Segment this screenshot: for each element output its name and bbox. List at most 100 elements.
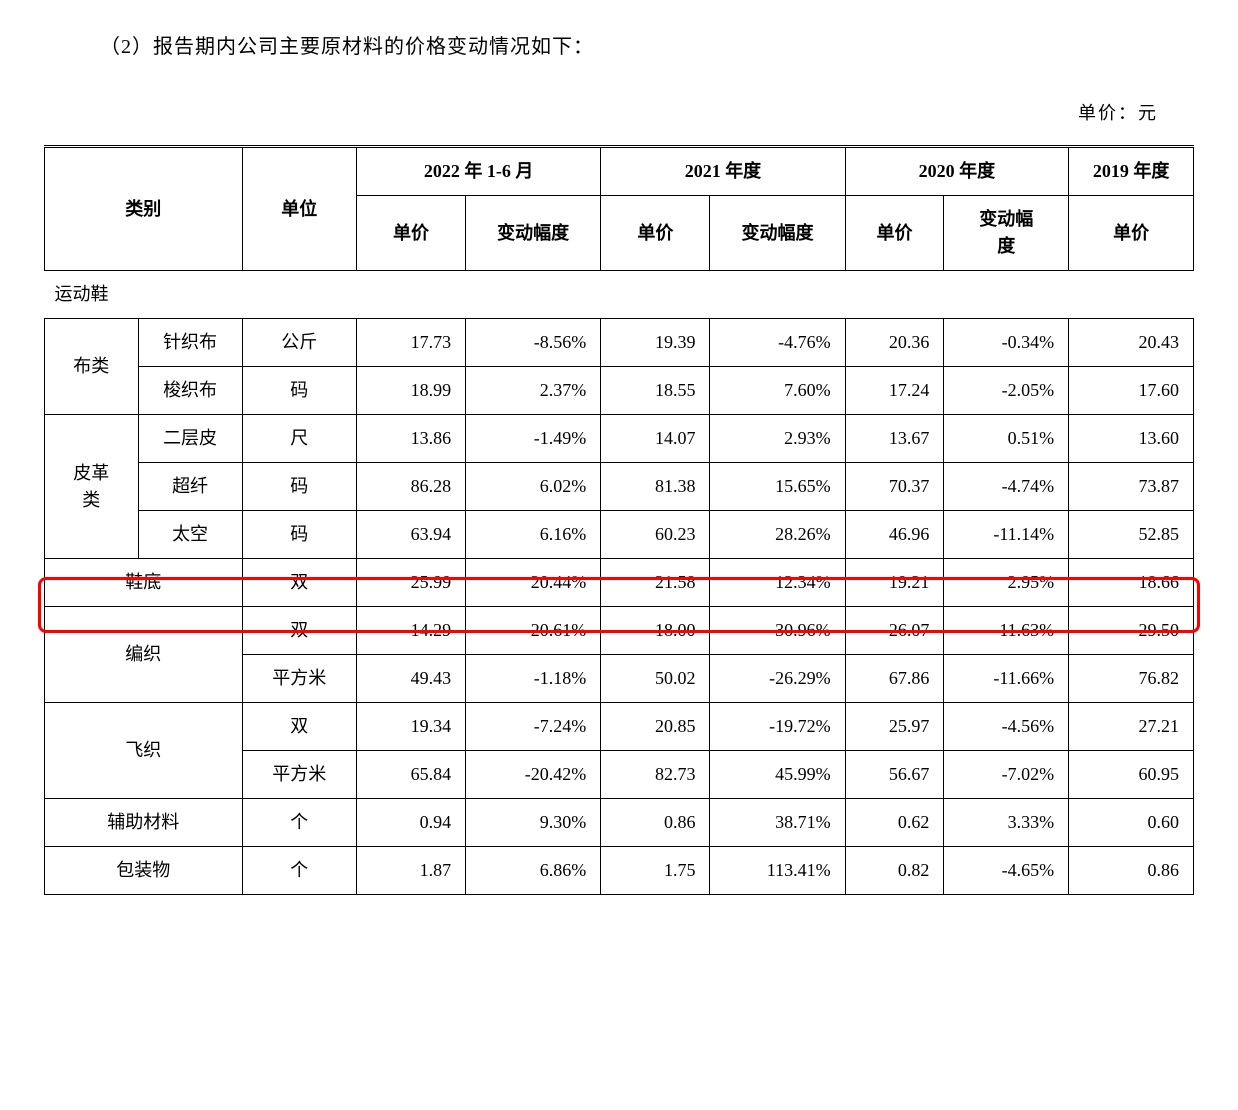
change-2020: -11.14% (944, 511, 1069, 559)
price-2022h1: 19.34 (356, 703, 465, 751)
group-name: 布类 (45, 319, 139, 415)
change-2021: 113.41% (710, 847, 845, 895)
price-2019: 27.21 (1069, 703, 1194, 751)
table-wrapper: 类别 单位 2022 年 1-6 月 2021 年度 2020 年度 2019 … (44, 145, 1194, 895)
price-2021: 20.85 (601, 703, 710, 751)
price-2022h1: 1.87 (356, 847, 465, 895)
table-body: 运动鞋布类针织布公斤17.73-8.56%19.39-4.76%20.36-0.… (45, 271, 1194, 895)
price-2019: 52.85 (1069, 511, 1194, 559)
unit-cell: 平方米 (242, 655, 356, 703)
change-2021: 12.34% (710, 559, 845, 607)
change-2022h1: -20.42% (466, 751, 601, 799)
change-2020: -2.05% (944, 367, 1069, 415)
group-name: 编织 (45, 607, 243, 703)
th-v2: 变动幅度 (710, 196, 845, 271)
price-2022h1: 65.84 (356, 751, 465, 799)
th-period-0: 2022 年 1-6 月 (356, 147, 600, 196)
unit-cell: 双 (242, 703, 356, 751)
unit-label: 单价：元 (40, 99, 1158, 125)
sub-name: 针织布 (138, 319, 242, 367)
price-2022h1: 13.86 (356, 415, 465, 463)
th-period-1: 2021 年度 (601, 147, 845, 196)
table-row: 辅助材料个0.949.30%0.8638.71%0.623.33%0.60 (45, 799, 1194, 847)
price-2022h1: 18.99 (356, 367, 465, 415)
price-2020: 0.62 (845, 799, 944, 847)
price-2020: 67.86 (845, 655, 944, 703)
change-2022h1: -1.49% (466, 415, 601, 463)
th-unit: 单位 (242, 147, 356, 271)
change-2021: -19.72% (710, 703, 845, 751)
unit-cell: 码 (242, 511, 356, 559)
section-label: 运动鞋 (45, 271, 1194, 319)
change-2020: -11.63% (944, 607, 1069, 655)
change-2021: -30.96% (710, 607, 845, 655)
change-2022h1: 6.86% (466, 847, 601, 895)
change-2022h1: 6.02% (466, 463, 601, 511)
th-category: 类别 (45, 147, 243, 271)
price-2019: 60.95 (1069, 751, 1194, 799)
change-2022h1: -20.61% (466, 607, 601, 655)
group-name: 包装物 (45, 847, 243, 895)
table-row: 布类针织布公斤17.73-8.56%19.39-4.76%20.36-0.34%… (45, 319, 1194, 367)
table-row: 皮革类二层皮尺13.86-1.49%14.072.93%13.670.51%13… (45, 415, 1194, 463)
price-2021: 82.73 (601, 751, 710, 799)
unit-cell: 双 (242, 607, 356, 655)
price-2019: 18.66 (1069, 559, 1194, 607)
price-2020: 20.36 (845, 319, 944, 367)
table-row: 编织双14.29-20.61%18.00-30.96%26.07-11.63%2… (45, 607, 1194, 655)
change-2022h1: -8.56% (466, 319, 601, 367)
price-2019: 73.87 (1069, 463, 1194, 511)
change-2020: 3.33% (944, 799, 1069, 847)
change-2020: -11.66% (944, 655, 1069, 703)
price-2021: 0.86 (601, 799, 710, 847)
change-2021: 2.93% (710, 415, 845, 463)
change-2020: 0.51% (944, 415, 1069, 463)
price-2020: 26.07 (845, 607, 944, 655)
change-2020: -4.74% (944, 463, 1069, 511)
change-2021: 15.65% (710, 463, 845, 511)
price-2022h1: 17.73 (356, 319, 465, 367)
th-v1: 变动幅度 (466, 196, 601, 271)
change-2020: -7.02% (944, 751, 1069, 799)
change-2021: 45.99% (710, 751, 845, 799)
price-2019: 13.60 (1069, 415, 1194, 463)
price-2020: 17.24 (845, 367, 944, 415)
price-2021: 50.02 (601, 655, 710, 703)
th-p4: 单价 (1069, 196, 1194, 271)
change-2022h1: 20.44% (466, 559, 601, 607)
change-2021: -4.76% (710, 319, 845, 367)
change-2020: -4.56% (944, 703, 1069, 751)
price-2022h1: 49.43 (356, 655, 465, 703)
unit-cell: 个 (242, 799, 356, 847)
price-2020: 0.82 (845, 847, 944, 895)
price-2020: 70.37 (845, 463, 944, 511)
table-row: 飞织双19.34-7.24%20.85-19.72%25.97-4.56%27.… (45, 703, 1194, 751)
price-2022h1: 63.94 (356, 511, 465, 559)
price-2019: 0.86 (1069, 847, 1194, 895)
price-2020: 25.97 (845, 703, 944, 751)
change-2022h1: 2.37% (466, 367, 601, 415)
price-2021: 14.07 (601, 415, 710, 463)
table-head: 类别 单位 2022 年 1-6 月 2021 年度 2020 年度 2019 … (45, 147, 1194, 271)
change-2020: -4.65% (944, 847, 1069, 895)
price-2021: 18.55 (601, 367, 710, 415)
change-2021: 7.60% (710, 367, 845, 415)
change-2021: 28.26% (710, 511, 845, 559)
unit-cell: 平方米 (242, 751, 356, 799)
table-row: 太空码63.946.16%60.2328.26%46.96-11.14%52.8… (45, 511, 1194, 559)
change-2021: -26.29% (710, 655, 845, 703)
group-name: 皮革类 (45, 415, 139, 559)
sub-name: 二层皮 (138, 415, 242, 463)
price-2021: 21.58 (601, 559, 710, 607)
price-2019: 76.82 (1069, 655, 1194, 703)
price-2021: 19.39 (601, 319, 710, 367)
th-period-3: 2019 年度 (1069, 147, 1194, 196)
price-2019: 29.50 (1069, 607, 1194, 655)
section-row: 运动鞋 (45, 271, 1194, 319)
sub-name: 梭织布 (138, 367, 242, 415)
price-2021: 1.75 (601, 847, 710, 895)
price-2021: 18.00 (601, 607, 710, 655)
unit-cell: 双 (242, 559, 356, 607)
unit-cell: 个 (242, 847, 356, 895)
th-v3: 变动幅度 (944, 196, 1069, 271)
